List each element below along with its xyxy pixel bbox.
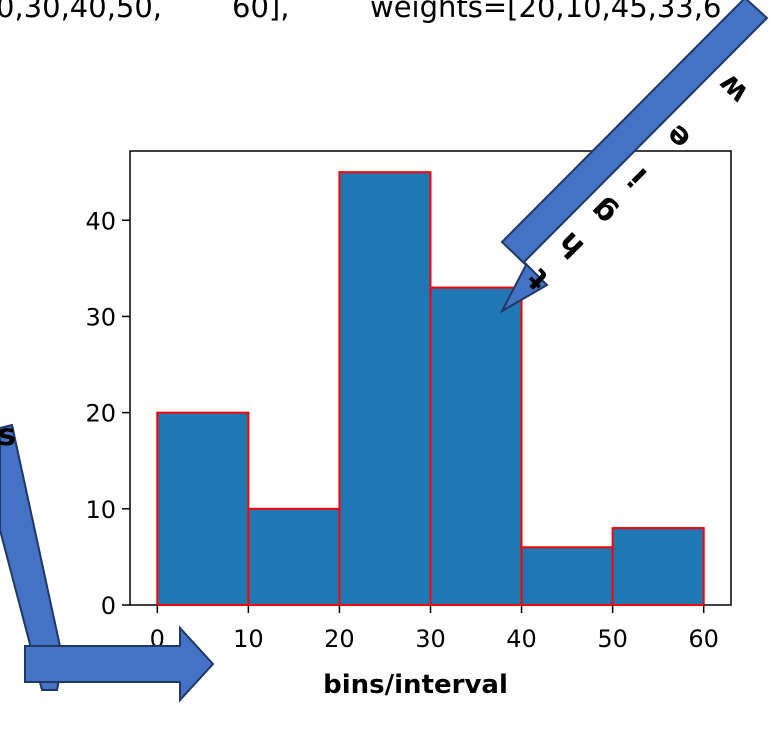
diagonal-arrow bbox=[499, 0, 769, 314]
arrow-letter: w bbox=[711, 67, 755, 111]
y-axis: 0 10 20 30 40 bbox=[85, 207, 130, 620]
bar-0-10 bbox=[156, 411, 250, 606]
x-axis-label: bins/interval bbox=[323, 670, 508, 700]
x-tick-label: 40 bbox=[506, 625, 537, 653]
horizontal-arrow bbox=[24, 625, 215, 703]
code-weights-fragment: weights=[20,10,45,33,6 bbox=[370, 0, 722, 24]
code-line: 0,30,40,50, 60], weights=[20,10,45,33,6 bbox=[0, 0, 779, 32]
y-tick-label: 20 bbox=[85, 400, 116, 428]
bar-30-40 bbox=[429, 286, 523, 606]
y-tick-label: 30 bbox=[85, 303, 116, 331]
partial-left-glyph: s bbox=[0, 418, 16, 453]
bar-40-50 bbox=[520, 546, 614, 607]
bar-20-30 bbox=[338, 171, 432, 606]
x-tick-label: 60 bbox=[688, 625, 719, 653]
left-arrow bbox=[0, 423, 65, 691]
arrow-letter: i bbox=[622, 161, 654, 193]
x-tick-label: 50 bbox=[597, 625, 628, 653]
y-tick-label: 10 bbox=[85, 496, 116, 524]
x-tick-label: 20 bbox=[324, 625, 355, 653]
code-bins-end: 60], bbox=[232, 0, 290, 24]
bars-group bbox=[156, 171, 705, 607]
x-tick-label: 30 bbox=[415, 625, 446, 653]
x-axis: 0 10 20 30 40 50 60 bbox=[150, 605, 719, 653]
x-tick-label: 10 bbox=[233, 625, 264, 653]
arrow-letter: h bbox=[551, 225, 591, 265]
bar-50-60 bbox=[611, 527, 705, 606]
y-tick-label: 40 bbox=[85, 207, 116, 235]
code-bins-fragment: 0,30,40,50, bbox=[0, 0, 163, 24]
y-tick-label: 0 bbox=[101, 592, 116, 620]
bar-10-20 bbox=[247, 507, 341, 607]
